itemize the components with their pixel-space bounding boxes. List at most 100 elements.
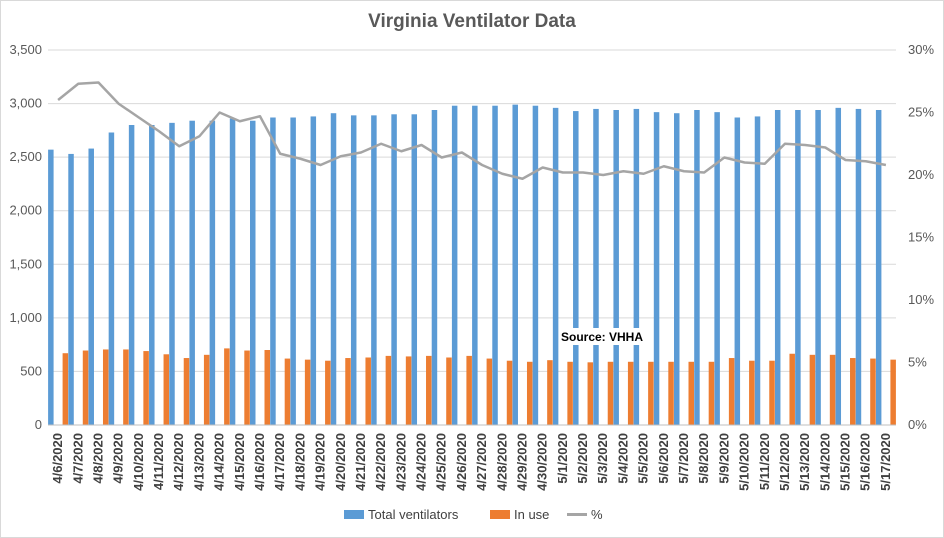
- y-right-tick-label: 10%: [908, 292, 934, 307]
- source-label: Source: VHHA: [561, 330, 643, 344]
- x-tick-label: 5/5/2020: [636, 433, 651, 484]
- bar-total-ventilators: [492, 105, 498, 425]
- bar-in-use: [224, 348, 230, 425]
- chart-title: Virginia Ventilator Data: [368, 11, 576, 32]
- bar-total-ventilators: [330, 113, 337, 425]
- bar-in-use: [446, 357, 452, 425]
- bar-total-ventilators: [795, 110, 801, 425]
- bar-in-use: [749, 360, 755, 425]
- bar-in-use: [82, 350, 89, 425]
- bar-in-use: [143, 351, 149, 425]
- y-left-tick-label: 1,500: [9, 256, 42, 271]
- bar-total-ventilators: [613, 110, 619, 425]
- bar-total-ventilators: [411, 114, 418, 426]
- bars: [48, 104, 896, 426]
- bar-in-use: [62, 353, 69, 425]
- bar-total-ventilators: [451, 105, 458, 425]
- bar-in-use: [769, 360, 775, 425]
- bar-total-ventilators: [108, 132, 115, 425]
- bar-total-ventilators: [189, 120, 195, 425]
- bar-total-ventilators: [209, 120, 216, 425]
- bar-in-use: [203, 354, 210, 425]
- bar-in-use: [102, 349, 109, 425]
- x-tick-label: 5/6/2020: [656, 433, 671, 484]
- x-tick-label: 5/11/2020: [757, 433, 772, 490]
- bar-total-ventilators: [573, 111, 579, 426]
- bar-in-use: [587, 362, 594, 425]
- x-tick-label: 4/14/2020: [212, 433, 227, 491]
- x-tick-label: 5/15/2020: [838, 433, 853, 491]
- bar-in-use: [526, 361, 533, 425]
- bar-total-ventilators: [552, 107, 559, 425]
- bar-total-ventilators: [734, 117, 741, 425]
- x-tick-label: 4/26/2020: [454, 433, 469, 491]
- y-right-tick-label: 15%: [908, 230, 934, 245]
- bar-in-use: [547, 360, 553, 425]
- bar-in-use: [486, 358, 493, 425]
- bar-total-ventilators: [149, 125, 155, 425]
- y-left-tick-label: 2,500: [9, 149, 42, 164]
- bar-total-ventilators: [754, 116, 761, 425]
- bar-total-ventilators: [653, 112, 660, 426]
- x-tick-label: 4/20/2020: [333, 433, 348, 491]
- y-left-tick-label: 1,000: [9, 310, 42, 325]
- bar-total-ventilators: [270, 117, 276, 425]
- x-tick-label: 4/12/2020: [171, 433, 186, 491]
- legend-label: In use: [514, 507, 549, 522]
- bar-in-use: [466, 355, 472, 425]
- bar-in-use: [405, 356, 412, 425]
- y-left-tick-label: 3,500: [9, 42, 42, 57]
- x-tick-label: 4/10/2020: [131, 433, 146, 491]
- bar-total-ventilators: [694, 110, 700, 425]
- bar-total-ventilators: [371, 115, 377, 425]
- x-tick-label: 5/8/2020: [696, 433, 711, 484]
- bar-total-ventilators: [472, 105, 478, 425]
- y-right-tick-label: 20%: [908, 167, 934, 182]
- bar-in-use: [506, 360, 513, 425]
- bar-in-use: [244, 350, 250, 425]
- x-tick-label: 4/21/2020: [353, 433, 368, 491]
- x-tick-label: 4/28/2020: [494, 433, 509, 491]
- bar-in-use: [426, 355, 432, 425]
- bar-total-ventilators: [290, 117, 296, 425]
- bar-total-ventilators: [714, 112, 720, 426]
- x-tick-label: 4/23/2020: [393, 433, 408, 491]
- y-left-tick-label: 3,000: [9, 96, 42, 111]
- line-percent: [57, 81, 887, 180]
- x-tick-label: 5/14/2020: [817, 433, 832, 491]
- x-tick-label: 5/7/2020: [676, 433, 691, 484]
- legend-swatch: [344, 510, 364, 519]
- bar-total-ventilators: [512, 104, 518, 426]
- bar-in-use: [648, 361, 654, 425]
- bar-in-use: [890, 359, 896, 425]
- bar-total-ventilators: [855, 108, 862, 425]
- bar-total-ventilators: [532, 105, 539, 425]
- bar-in-use: [365, 357, 371, 425]
- x-tick-label: 4/9/2020: [111, 433, 126, 484]
- x-tick-label: 4/30/2020: [535, 433, 550, 491]
- x-tick-label: 4/24/2020: [414, 433, 429, 491]
- x-tick-label: 5/13/2020: [797, 433, 812, 491]
- x-tick-label: 5/2/2020: [575, 433, 590, 484]
- bar-total-ventilators: [250, 120, 256, 425]
- x-tick-label: 4/16/2020: [252, 433, 267, 491]
- bar-total-ventilators: [350, 115, 357, 425]
- bar-in-use: [607, 361, 614, 425]
- x-tick-label: 4/17/2020: [272, 433, 287, 491]
- bar-in-use: [325, 360, 331, 425]
- x-tick-label: 4/22/2020: [373, 433, 388, 491]
- x-tick-label: 4/8/2020: [90, 433, 105, 484]
- bar-in-use: [264, 350, 270, 425]
- bar-in-use: [809, 354, 816, 425]
- source-annotation: Source: VHHA: [559, 328, 645, 345]
- x-tick-label: 4/7/2020: [70, 433, 85, 484]
- y-right-tick-label: 5%: [908, 355, 927, 370]
- bar-total-ventilators: [633, 108, 640, 425]
- x-tick-label: 5/16/2020: [858, 433, 873, 491]
- bar-in-use: [789, 353, 795, 425]
- x-tick-label: 4/15/2020: [232, 433, 247, 491]
- bar-in-use: [829, 354, 836, 425]
- bar-total-ventilators: [128, 125, 135, 425]
- axes: 0 500 1,000 1,500 2,000 2,500 3,000 3,500 0% 5% 10…: [9, 42, 934, 491]
